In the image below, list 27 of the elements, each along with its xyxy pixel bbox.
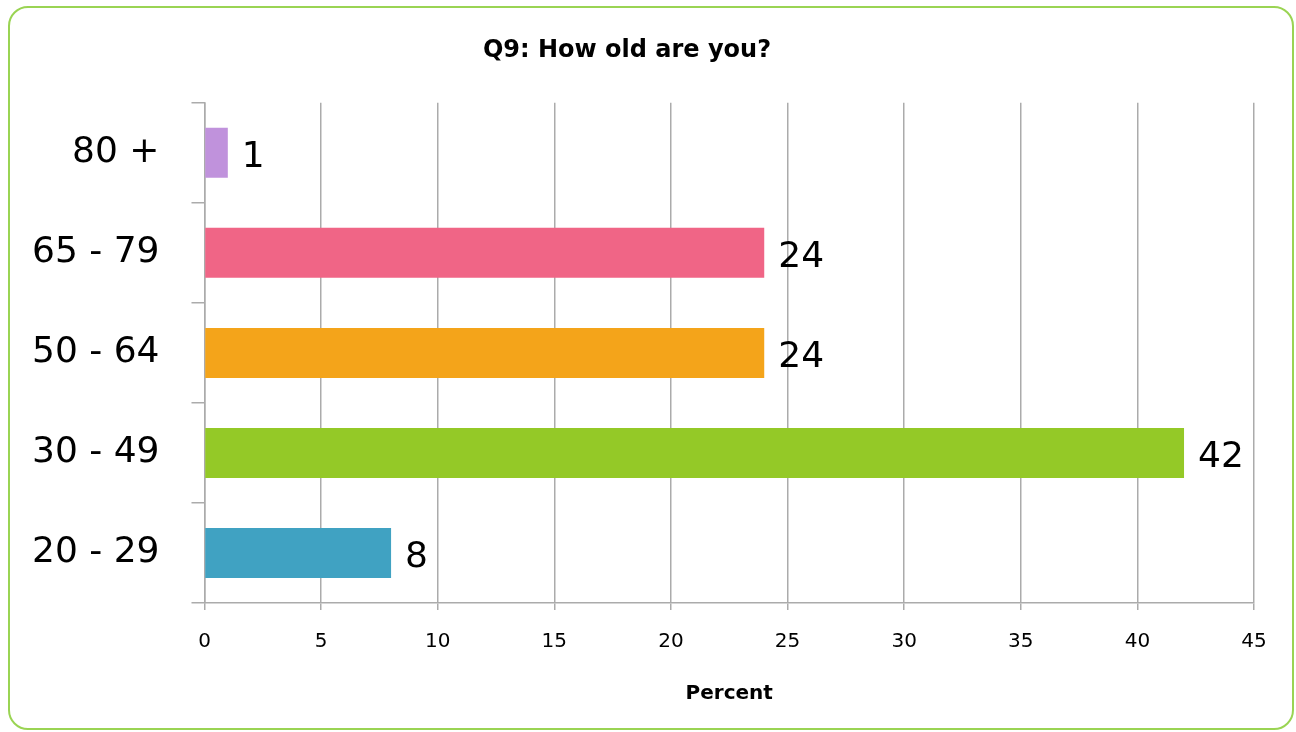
x-tick-label: 10 bbox=[424, 628, 451, 653]
chart-title: Q9: How old are you? bbox=[482, 34, 772, 63]
x-tick-label: 35 bbox=[1008, 628, 1034, 653]
x-tick-label: 40 bbox=[1124, 628, 1151, 653]
x-axis-title: Percent bbox=[685, 680, 774, 705]
bar bbox=[205, 127, 228, 178]
x-tick-label: 20 bbox=[658, 628, 684, 653]
bar bbox=[205, 327, 765, 378]
y-tick-label: 30 - 49 bbox=[31, 429, 160, 471]
data-label: 24 bbox=[778, 234, 825, 276]
y-tick-label: 65 - 79 bbox=[31, 229, 160, 271]
bar bbox=[205, 527, 392, 578]
y-tick-label: 80 + bbox=[72, 129, 160, 171]
y-tick-label: 50 - 64 bbox=[31, 329, 160, 371]
x-tick-label: 45 bbox=[1241, 628, 1267, 653]
x-tick-label: 15 bbox=[541, 628, 568, 653]
data-label: 42 bbox=[1198, 434, 1244, 476]
data-label: 8 bbox=[405, 534, 428, 576]
data-label: 1 bbox=[241, 134, 265, 176]
x-tick-label: 25 bbox=[774, 628, 801, 653]
y-tick-label: 20 - 29 bbox=[31, 529, 160, 571]
x-tick-label: 5 bbox=[314, 628, 328, 653]
x-tick-label: 30 bbox=[891, 628, 917, 653]
bar bbox=[205, 227, 765, 278]
data-label: 24 bbox=[778, 334, 825, 376]
x-tick-label: 0 bbox=[198, 628, 211, 653]
bar bbox=[205, 427, 1185, 478]
